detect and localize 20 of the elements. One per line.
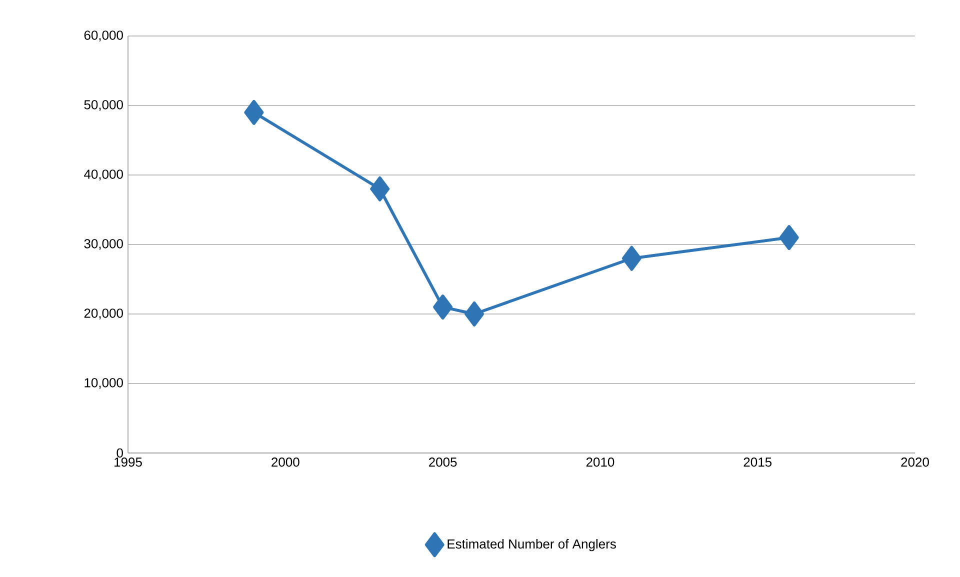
point [244, 100, 264, 125]
y-tick-label: 20,000 [84, 308, 123, 320]
y-tick-label: 0 [116, 448, 123, 458]
y-tick-label: 30,000 [84, 239, 123, 250]
y-tick-label: 40,000 [84, 170, 123, 180]
x-tick-label: 2005 [429, 458, 457, 467]
point [464, 301, 484, 326]
x-tick-label: 2020 [901, 458, 929, 467]
x-tick-label: 2000 [272, 458, 300, 467]
point [370, 176, 390, 202]
y-tick-label: 50,000 [84, 100, 123, 111]
legend-label: Estimated Number of Anglers [448, 539, 616, 552]
x-tick-label: 2015 [744, 458, 772, 467]
y-tick-label: 60,000 [84, 30, 123, 42]
point [433, 294, 453, 320]
point [779, 225, 799, 250]
y-tick-label: 10,000 [84, 378, 123, 389]
x-tick-label: 2010 [586, 458, 614, 467]
point [622, 246, 642, 271]
x-tick-label: 1995 [114, 458, 142, 467]
